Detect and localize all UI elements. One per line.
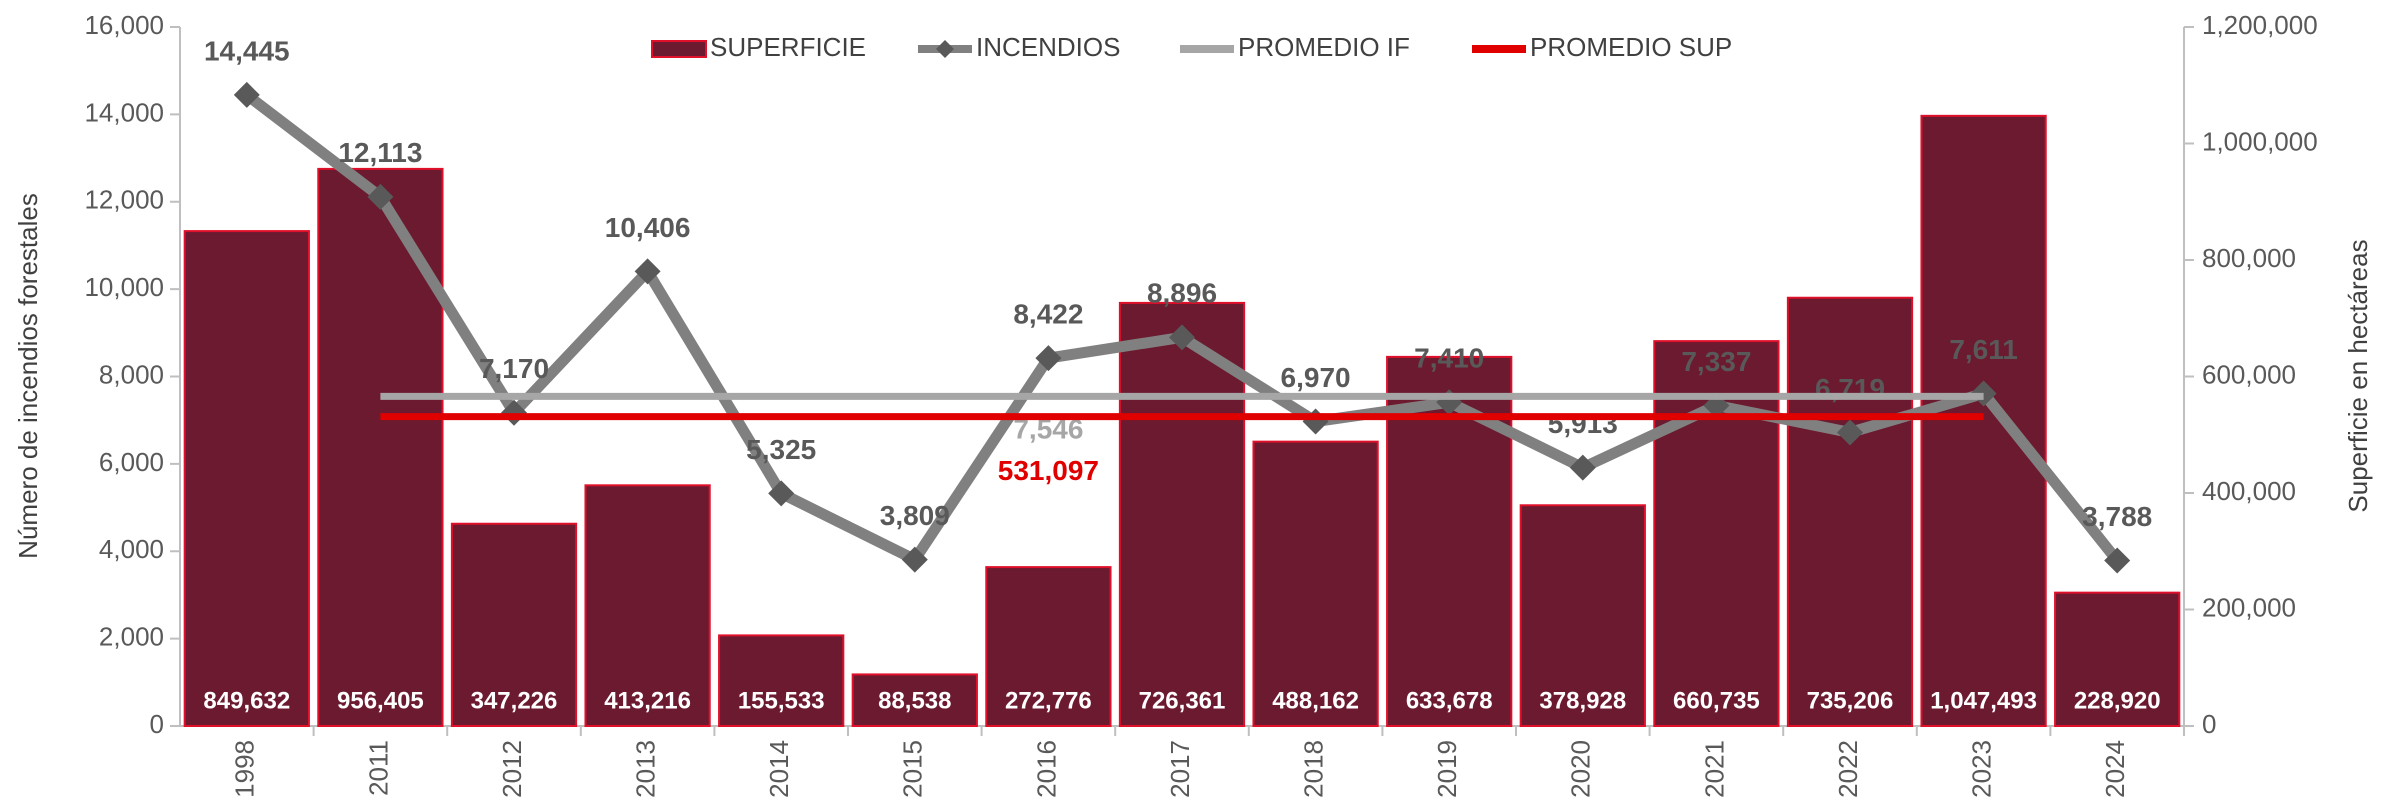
bar-value-label: 849,632 [203, 687, 290, 714]
x-tick-label: 2013 [630, 740, 660, 798]
legend-label: SUPERFICIE [710, 32, 866, 62]
bar [317, 167, 444, 727]
y-tick-label: 6,000 [99, 447, 164, 477]
line-value-label: 5,325 [746, 434, 816, 465]
y-tick-label: 4,000 [99, 534, 164, 564]
y-tick-label: 16,000 [84, 10, 164, 40]
legend-swatch [651, 40, 707, 58]
line-value-label: 5,913 [1548, 408, 1618, 439]
legend-label: PROMEDIO SUP [1530, 32, 1732, 62]
line-value-label: 7,611 [1949, 334, 2018, 365]
bar [1786, 296, 1914, 727]
y-tick-label: 10,000 [84, 272, 164, 302]
y2-axis-title: Superficie en hectáreas [2343, 239, 2373, 512]
bar [2054, 591, 2181, 728]
x-tick-label: 2020 [1566, 740, 1596, 798]
line-value-label: 8,896 [1147, 278, 1217, 309]
line-value-label: 14,445 [204, 35, 290, 66]
bar-value-label: 488,162 [1272, 687, 1359, 714]
bar-value-label: 1,047,493 [1930, 687, 2037, 714]
y2-tick-label: 1,000,000 [2202, 126, 2318, 156]
line-marker [768, 480, 795, 507]
y-tick-label: 8,000 [99, 359, 164, 389]
bar-value-label: 726,361 [1139, 687, 1226, 714]
line-value-label: 3,788 [2082, 501, 2152, 532]
bar-value-label: 633,678 [1406, 687, 1493, 714]
x-tick-label: 2014 [764, 740, 794, 798]
line-marker [1569, 454, 1596, 481]
y2-tick-label: 800,000 [2202, 243, 2296, 273]
line-marker [2104, 547, 2131, 574]
y2-tick-label: 1,200,000 [2202, 10, 2318, 40]
legend-marker [936, 40, 954, 58]
bar [985, 566, 1112, 727]
x-tick-label: 2022 [1833, 740, 1863, 798]
bar-value-label: 735,206 [1807, 687, 1894, 714]
x-tick-label: 2024 [2100, 740, 2130, 798]
bar [183, 230, 310, 727]
bar [1920, 114, 2047, 727]
line-value-label: 7,170 [479, 353, 549, 384]
line-value-label: 12,113 [338, 137, 422, 168]
line-value-label: 7,337 [1681, 346, 1751, 377]
x-tick-label: 2011 [363, 740, 393, 796]
line-value-label: 8,422 [1013, 298, 1083, 329]
x-tick-label: 2012 [497, 740, 527, 798]
y-tick-label: 2,000 [99, 622, 164, 652]
y-tick-label: 14,000 [84, 97, 164, 127]
bar [1519, 504, 1646, 727]
bar [584, 484, 711, 727]
y2-tick-label: 200,000 [2202, 592, 2296, 622]
bar-value-label: 660,735 [1673, 687, 1760, 714]
average-label: 531,097 [998, 455, 1099, 486]
y2-tick-label: 400,000 [2202, 476, 2296, 506]
bar-value-label: 272,776 [1005, 687, 1092, 714]
y-axis-title: Número de incendios forestales [13, 193, 43, 559]
bar-value-label: 347,226 [471, 687, 558, 714]
x-tick-label: 1998 [230, 740, 260, 798]
legend-label: INCENDIOS [976, 32, 1120, 62]
x-tick-label: 2019 [1432, 740, 1462, 798]
x-tick-label: 2017 [1165, 740, 1195, 798]
bar-value-label: 378,928 [1539, 687, 1626, 714]
y-tick-label: 0 [150, 709, 164, 739]
line-marker [367, 183, 394, 210]
x-tick-label: 2018 [1298, 740, 1328, 798]
line-marker [1169, 324, 1195, 351]
line-marker [634, 258, 661, 285]
bar-value-label: 88,538 [878, 687, 951, 714]
bar [1118, 301, 1246, 727]
bar [851, 673, 978, 728]
x-tick-label: 2021 [1699, 740, 1729, 798]
bar [718, 634, 845, 728]
y2-tick-label: 0 [2202, 709, 2216, 739]
bar [450, 522, 578, 727]
y2-tick-label: 600,000 [2202, 359, 2296, 389]
line-marker [901, 546, 928, 573]
line-marker [1035, 345, 1062, 372]
line-value-label: 6,970 [1281, 362, 1351, 393]
line-value-label: 10,406 [605, 212, 691, 243]
line-marker [1837, 419, 1863, 446]
bar-value-label: 155,533 [738, 687, 825, 714]
bar-value-label: 228,920 [2074, 687, 2161, 714]
x-tick-label: 2015 [898, 740, 928, 798]
x-tick-label: 2023 [1966, 740, 1996, 798]
bar-value-label: 413,216 [604, 687, 691, 714]
legend-label: PROMEDIO IF [1238, 32, 1410, 62]
bar-value-label: 956,405 [337, 687, 424, 714]
y-tick-label: 12,000 [84, 185, 164, 215]
line-value-label: 3,809 [880, 500, 950, 531]
bar [1252, 440, 1379, 727]
line-marker [233, 81, 260, 108]
x-tick-label: 2016 [1031, 740, 1061, 798]
line-value-label: 7,410 [1414, 343, 1484, 374]
